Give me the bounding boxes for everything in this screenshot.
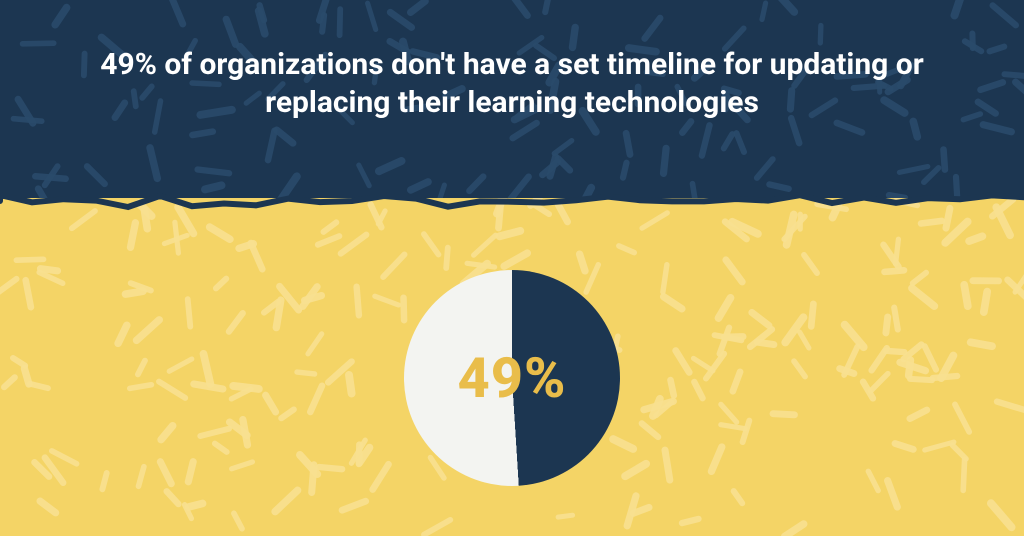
pie-label: 49% bbox=[457, 345, 566, 411]
headline-text: 49% of organizations don't have a set ti… bbox=[0, 46, 1024, 121]
infographic-canvas: 49% of organizations don't have a set ti… bbox=[0, 0, 1024, 536]
pie-chart: 49% bbox=[404, 270, 620, 486]
